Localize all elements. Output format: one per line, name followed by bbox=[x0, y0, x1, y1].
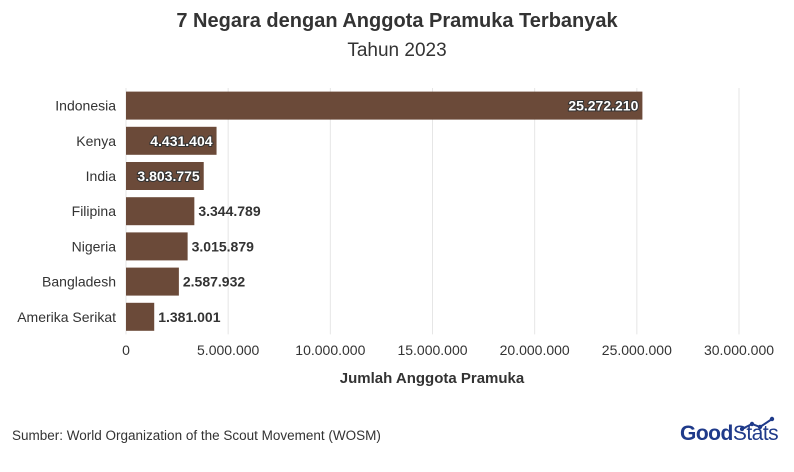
x-tick-label: 15.000.000 bbox=[397, 342, 467, 358]
category-labels: Indonesia Kenya India Filipina Nigeria Bangla… bbox=[17, 98, 116, 325]
logo-stats-text: Stats bbox=[732, 422, 779, 445]
x-axis-label: Jumlah Anggota Pramuka bbox=[340, 370, 525, 387]
category-label: Amerika Serikat bbox=[17, 309, 116, 325]
value-label: 3.803.775 bbox=[137, 168, 199, 184]
category-label: Filipina bbox=[72, 203, 117, 219]
value-label: 4.431.404 bbox=[150, 133, 212, 149]
value-label: 3.015.879 bbox=[192, 238, 254, 254]
bar bbox=[126, 126, 217, 155]
category-label: Bangladesh bbox=[42, 274, 116, 290]
source-note: Sumber: World Organization of the Scout … bbox=[12, 428, 381, 443]
bar bbox=[126, 302, 155, 331]
category-label: India bbox=[86, 168, 117, 184]
x-tick-label: 5.000.000 bbox=[197, 342, 259, 358]
value-label: 3.344.789 bbox=[198, 203, 260, 219]
bar bbox=[126, 91, 643, 120]
x-tick-label: 20.000.000 bbox=[500, 342, 570, 358]
value-labels: 25.272.210 4.431.404 3.803.775 3.344.789 3.0… bbox=[136, 97, 639, 325]
goodstats-logo: GoodStats bbox=[680, 416, 790, 448]
x-tick-label: 30.000.000 bbox=[704, 342, 774, 358]
bar bbox=[126, 267, 179, 296]
value-label: 1.381.001 bbox=[158, 309, 220, 325]
logo-good-text: Good bbox=[680, 422, 733, 445]
chart-trend-icon bbox=[740, 416, 775, 432]
chart-subtitle: Tahun 2023 bbox=[347, 40, 447, 61]
category-label: Nigeria bbox=[72, 238, 117, 254]
category-label: Kenya bbox=[76, 133, 116, 149]
x-tick-labels: 0 5.000.000 10.000.000 15.000.000 20.000.000… bbox=[122, 342, 774, 358]
bars bbox=[126, 91, 643, 331]
category-label: Indonesia bbox=[55, 98, 116, 114]
x-tick-label: 0 bbox=[122, 342, 130, 358]
logo-text: GoodStats bbox=[680, 422, 779, 446]
bar-chart: Indonesia Kenya India Filipina Nigeria Bangla… bbox=[17, 88, 774, 387]
x-tick-label: 25.000.000 bbox=[602, 342, 672, 358]
bar bbox=[126, 197, 195, 226]
bar bbox=[126, 162, 204, 190]
x-tick-label: 10.000.000 bbox=[295, 342, 365, 358]
value-label: 25.272.210 bbox=[568, 98, 638, 114]
bar bbox=[126, 232, 188, 261]
value-label: 2.587.932 bbox=[183, 274, 245, 290]
chart-title: 7 Negara dengan Anggota Pramuka Terbanya… bbox=[176, 10, 618, 32]
